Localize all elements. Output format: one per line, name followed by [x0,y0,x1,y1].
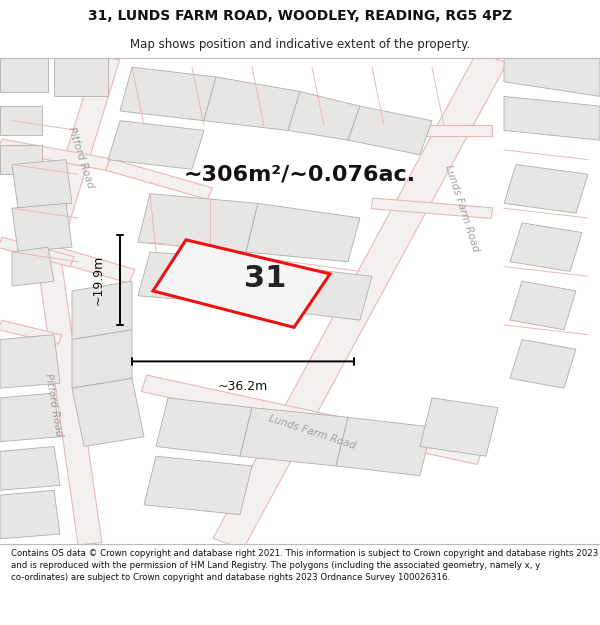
Text: Lunds Farm Road: Lunds Farm Road [267,413,357,451]
Polygon shape [153,240,330,328]
Polygon shape [12,159,72,208]
Text: Pitford Road: Pitford Road [67,125,95,189]
Polygon shape [336,418,432,476]
Polygon shape [0,393,60,442]
Polygon shape [276,267,372,320]
Polygon shape [510,339,576,388]
Polygon shape [204,77,300,131]
Polygon shape [0,139,110,171]
Polygon shape [0,145,42,174]
Polygon shape [45,245,135,283]
Polygon shape [198,257,288,311]
Polygon shape [138,252,210,301]
Polygon shape [0,334,60,388]
Text: 31, LUNDS FARM ROAD, WOODLEY, READING, RG5 4PZ: 31, LUNDS FARM ROAD, WOODLEY, READING, R… [88,9,512,23]
Text: Pitford Road: Pitford Road [44,372,64,438]
Polygon shape [54,58,108,96]
Polygon shape [0,446,60,490]
Text: ~36.2m: ~36.2m [218,380,268,393]
Polygon shape [12,247,54,286]
Text: ~19.9m: ~19.9m [92,255,105,305]
Polygon shape [138,194,258,252]
Polygon shape [510,223,582,271]
Polygon shape [420,398,498,456]
Polygon shape [510,281,576,330]
Text: 31: 31 [244,264,286,292]
Polygon shape [0,320,62,344]
Polygon shape [106,159,212,199]
Polygon shape [12,203,72,252]
Polygon shape [240,408,348,466]
Polygon shape [72,330,132,388]
Polygon shape [72,378,144,446]
Polygon shape [37,55,119,254]
Polygon shape [371,198,493,218]
Polygon shape [156,398,252,456]
Polygon shape [348,106,432,155]
Polygon shape [360,125,492,136]
Polygon shape [0,58,48,91]
Polygon shape [288,91,360,140]
Polygon shape [144,456,252,514]
Polygon shape [0,106,42,135]
Polygon shape [141,375,483,464]
Polygon shape [36,251,102,545]
Polygon shape [0,490,60,539]
Text: ~306m²/~0.076ac.: ~306m²/~0.076ac. [184,164,416,184]
Polygon shape [504,96,600,140]
Polygon shape [72,281,132,339]
Polygon shape [246,203,360,262]
Polygon shape [213,52,507,549]
Polygon shape [0,238,74,267]
Text: Contains OS data © Crown copyright and database right 2021. This information is : Contains OS data © Crown copyright and d… [11,549,598,582]
Polygon shape [504,164,588,213]
Text: Lunds Farm Road: Lunds Farm Road [443,164,481,253]
Polygon shape [504,58,600,96]
Text: Map shows position and indicative extent of the property.: Map shows position and indicative extent… [130,38,470,51]
Polygon shape [108,121,204,169]
Polygon shape [120,68,216,121]
